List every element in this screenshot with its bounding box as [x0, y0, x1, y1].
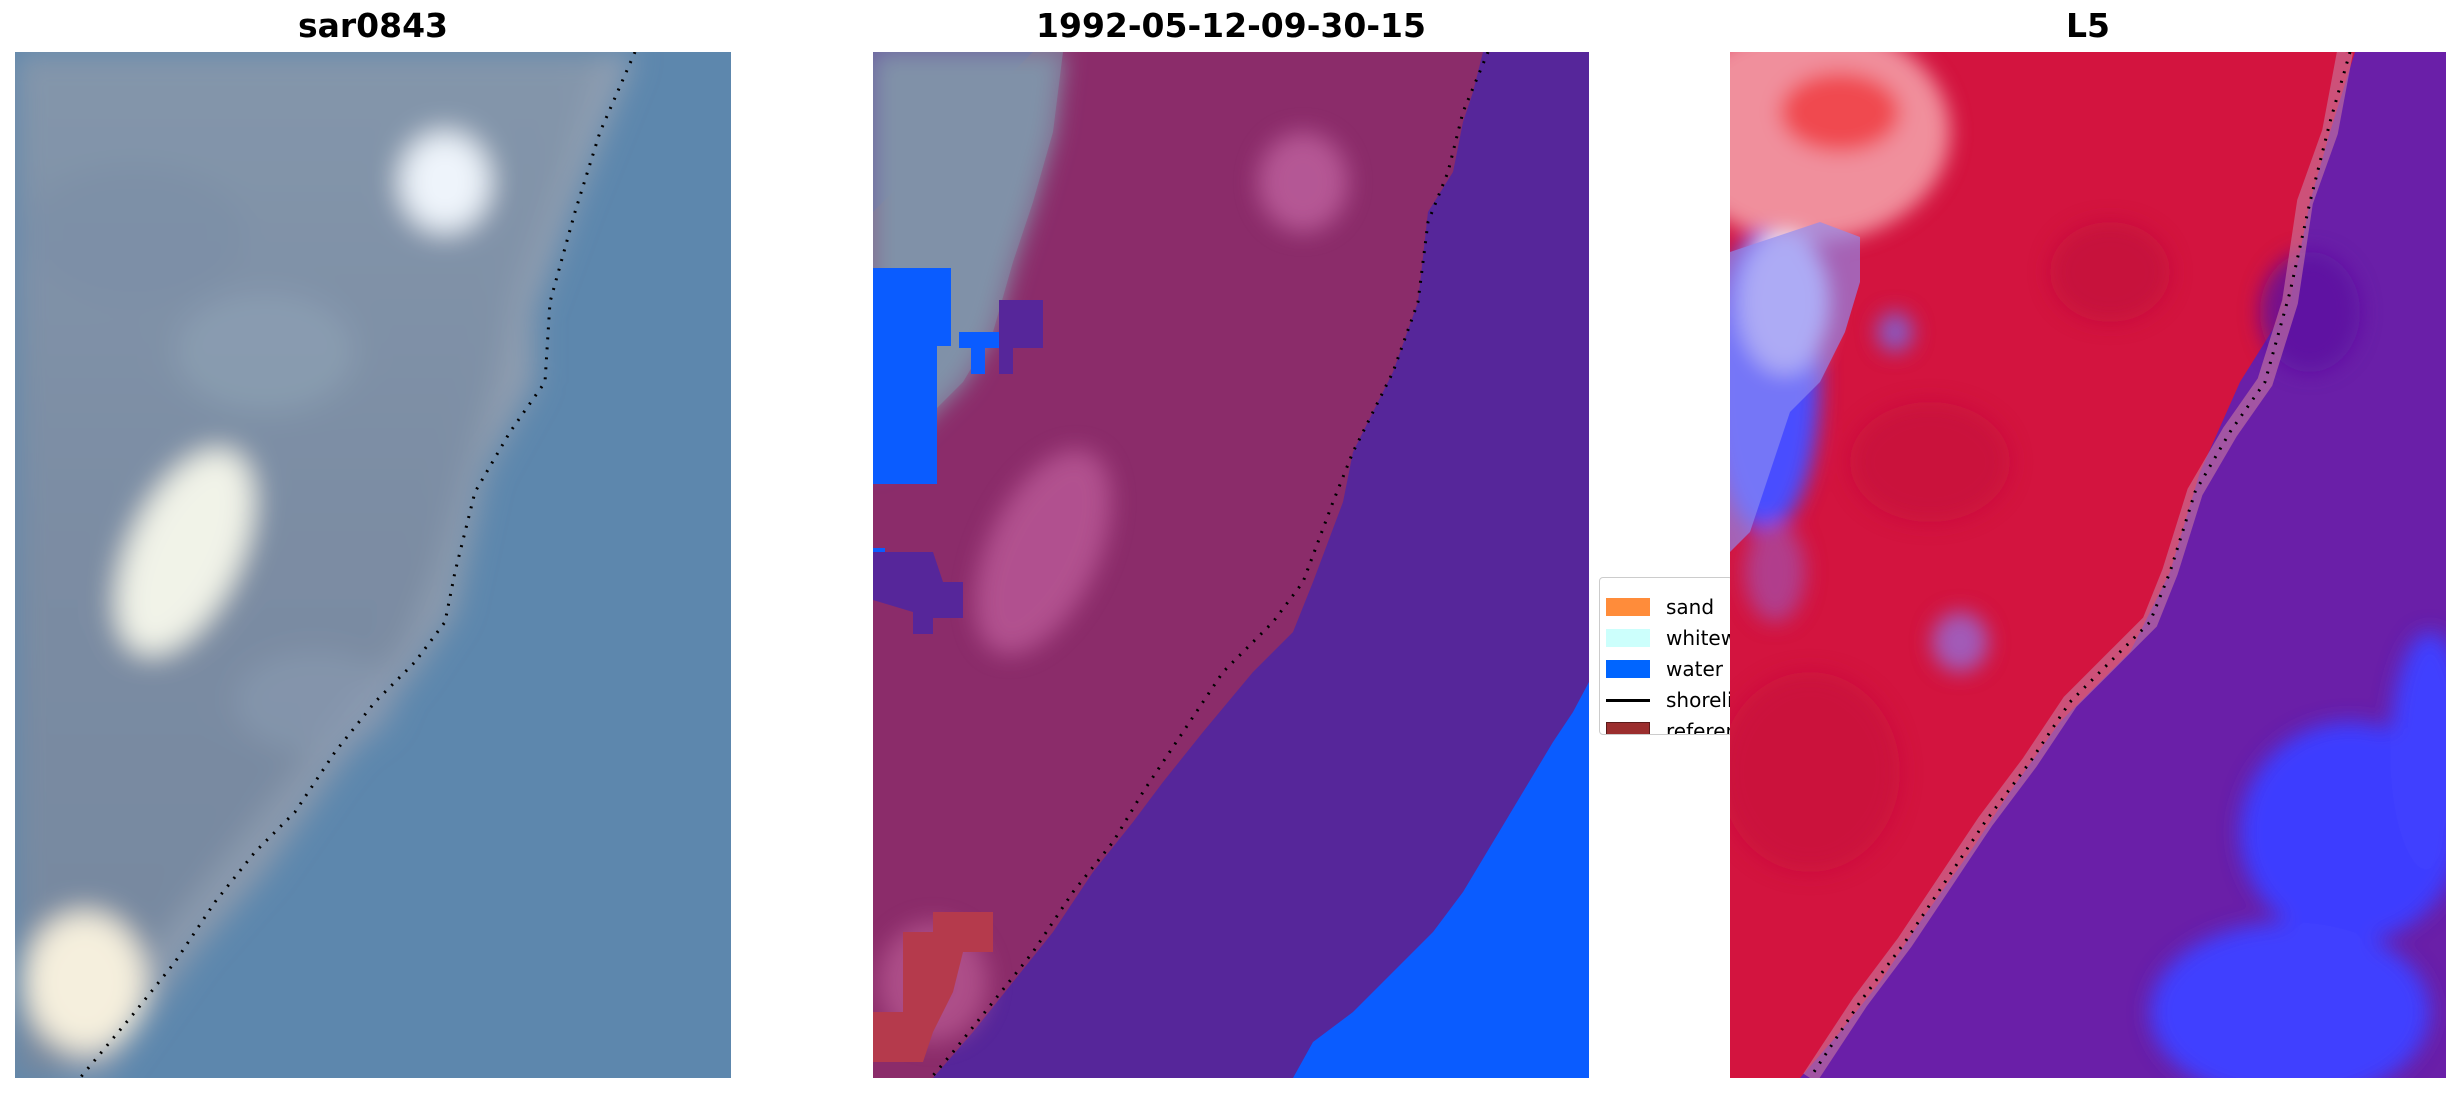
classified-image-panel [873, 52, 1589, 1078]
legend-swatch-reference [1606, 722, 1650, 734]
legend-item-water: water [1606, 656, 1723, 682]
shoreline-trace-2 [929, 52, 1490, 1078]
legend-item-shoreline: shoreline [1606, 687, 1733, 713]
legend-item-sand: sand [1606, 594, 1714, 620]
legend-label-water: water [1666, 657, 1723, 681]
rgb-image-panel [15, 52, 731, 1078]
legend-label-shoreline: shoreline [1666, 688, 1733, 712]
panel-title-classified: 1992-05-12-09-30-15 [1036, 6, 1426, 45]
panel-title-rgb: sar0843 [297, 6, 449, 45]
panel-title-index: L5 [2066, 6, 2110, 45]
water-class-bottom-right [1293, 682, 1589, 1078]
index-image [1730, 52, 2446, 1078]
legend-label-reference: reference shoreline buffer [1666, 719, 1732, 735]
index-image-panel [1730, 52, 2446, 1078]
legend-line-shoreline [1606, 698, 1650, 702]
legend-swatch-water [1606, 660, 1650, 678]
legend-swatch-whitewater [1606, 629, 1650, 647]
legend-label-sand: sand [1666, 595, 1715, 619]
rgb-image [15, 52, 731, 1078]
classified-image [873, 52, 1589, 1078]
water-class-left [873, 268, 951, 484]
legend-swatch-sand [1606, 598, 1650, 616]
legend-item-reference: reference shoreline buffer [1606, 718, 1732, 735]
